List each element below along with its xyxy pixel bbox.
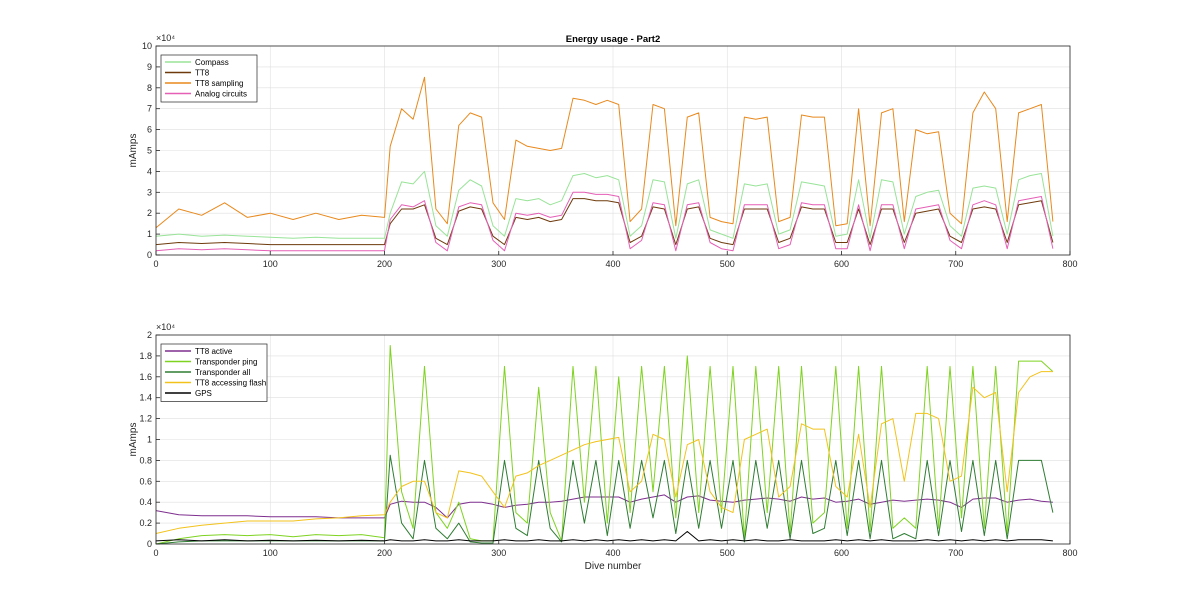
top-y-tick-label: 8 [147, 83, 152, 93]
bottom-series-line-2 [155, 345, 1054, 545]
top-y-axis-label: mAmps [128, 134, 139, 168]
top-legend-entry: Analog circuits [195, 90, 247, 99]
top-y-tick-label: 1 [147, 229, 152, 239]
bottom-y-tick-label: 0.2 [139, 518, 152, 528]
top-x-tick-label: 0 [153, 259, 158, 269]
bottom-x-tick-label: 700 [948, 548, 963, 558]
bottom-y-tick-label: 0.8 [139, 455, 152, 465]
top-y-tick-label: 3 [147, 187, 152, 197]
bottom-y-exponent-label: ×10⁴ [156, 322, 175, 332]
top-ticks: 0 100 200 300 400 500 600 700 800 0 1 2 3 4 5 6 7 8 9 10 [142, 41, 1078, 269]
top-legend-entry: TT8 sampling [195, 79, 243, 88]
top-x-tick-label: 700 [948, 259, 963, 269]
bottom-y-tick-label: 0.6 [139, 476, 152, 486]
bottom-legend-entry: TT8 active [195, 347, 233, 356]
bottom-x-tick-label: 600 [834, 548, 849, 558]
bottom-y-tick-label: 0 [147, 539, 152, 549]
top-y-tick-label: 0 [147, 250, 152, 260]
bottom-x-tick-label: 0 [153, 548, 158, 558]
top-y-tick-label: 6 [147, 125, 152, 135]
bottom-series-line-3 [155, 454, 1054, 545]
top-chart-title: Energy usage - Part2 [566, 34, 661, 45]
top-series-line-2 [155, 198, 1054, 246]
bottom-y-tick-label: 2 [147, 330, 152, 340]
top-x-tick-label: 200 [377, 259, 392, 269]
bottom-y-axis-label: mAmps [128, 423, 139, 457]
bottom-y-tick-label: 1.4 [139, 393, 152, 403]
bottom-x-tick-label: 300 [491, 548, 506, 558]
top-series [155, 76, 1054, 252]
top-x-tick-label: 400 [605, 259, 620, 269]
bottom-series [155, 345, 1054, 545]
top-legend-entry: Compass [195, 58, 229, 67]
bottom-x-tick-label: 800 [1062, 548, 1077, 558]
bottom-series-line-4 [155, 371, 1053, 534]
top-x-tick-label: 600 [834, 259, 849, 269]
top-series-line-1 [155, 170, 1054, 239]
bottom-panel: 0 100 200 300 400 500 600 700 800 0 0.2 0.4 0.6 0.8 1 1… [128, 322, 1078, 572]
bottom-y-tick-label: 1 [147, 435, 152, 445]
bottom-x-tick-label: 200 [377, 548, 392, 558]
bottom-x-tick-label: 100 [263, 548, 278, 558]
top-x-tick-label: 300 [491, 259, 506, 269]
top-y-tick-label: 5 [147, 146, 152, 156]
top-y-exponent-label: ×10⁴ [156, 33, 175, 43]
top-y-tick-label: 7 [147, 104, 152, 114]
top-x-tick-label: 100 [263, 259, 278, 269]
bottom-x-tick-label: 400 [605, 548, 620, 558]
top-series-line-3 [155, 76, 1054, 229]
top-legend-entry: TT8 [195, 69, 210, 78]
bottom-x-axis-label: Dive number [585, 561, 642, 572]
bottom-legend-entry: Transponder ping [195, 358, 257, 367]
bottom-legend-entry: Transponder all [195, 368, 251, 377]
bottom-legend-entry: GPS [195, 389, 212, 398]
bottom-x-tick-label: 500 [720, 548, 735, 558]
bottom-y-tick-label: 1.2 [139, 414, 152, 424]
bottom-y-tick-label: 0.4 [139, 497, 152, 507]
top-x-tick-label: 500 [720, 259, 735, 269]
top-y-tick-label: 9 [147, 62, 152, 72]
bottom-y-tick-label: 1.8 [139, 351, 152, 361]
top-series-line-4 [155, 191, 1054, 252]
top-y-tick-label: 10 [142, 41, 152, 51]
bottom-y-tick-label: 1.6 [139, 372, 152, 382]
bottom-legend-entry: TT8 accessing flash [195, 379, 266, 388]
top-y-tick-label: 2 [147, 208, 152, 218]
top-x-tick-label: 800 [1062, 259, 1077, 269]
top-y-tick-label: 4 [147, 166, 152, 176]
bottom-series-line-5 [155, 531, 1053, 542]
bottom-ticks: 0 100 200 300 400 500 600 700 800 0 0.2 0.4 0.6 0.8 1 1… [139, 330, 1077, 558]
